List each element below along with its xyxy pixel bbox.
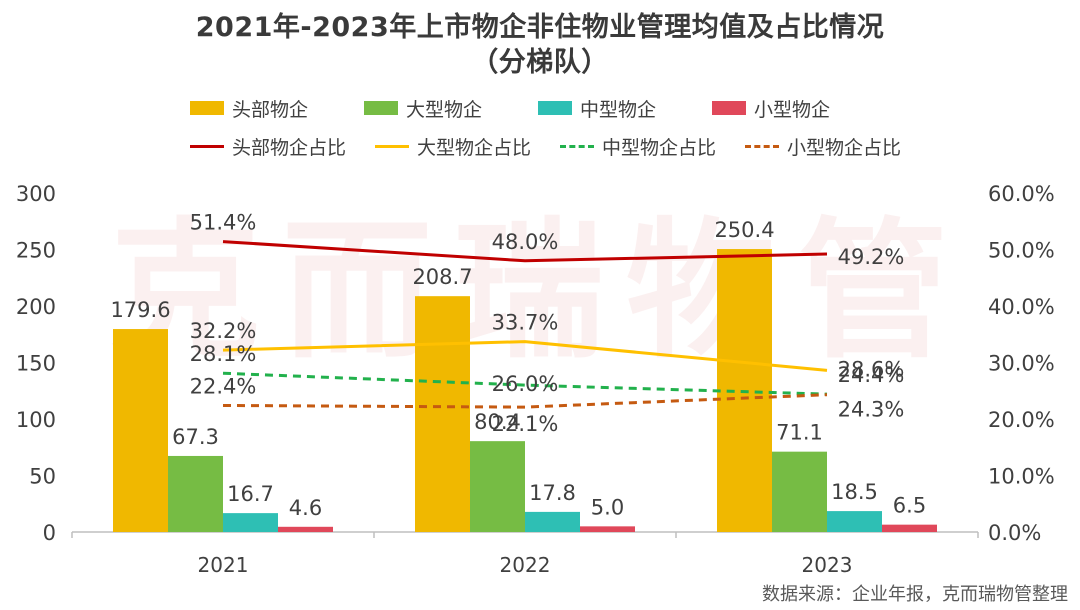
legend-label-top-tier: 头部物企	[232, 98, 309, 121]
y-right-tick-label: 40.0%	[988, 295, 1055, 319]
line-label-top-tier-share: 48.0%	[492, 230, 559, 254]
line-label-large-share: 32.2%	[190, 319, 257, 343]
line-label-top-tier-share: 51.4%	[190, 211, 257, 235]
y-right-tick-label: 20.0%	[988, 408, 1055, 432]
legend-item-medium: 中型物企	[538, 94, 712, 122]
bar-label-medium: 17.8	[529, 481, 576, 505]
legend-swatch-medium	[538, 101, 572, 115]
line-label-medium-share: 24.4%	[838, 363, 905, 387]
bar-small	[278, 526, 333, 532]
y-right-tick-label: 0.0%	[988, 521, 1041, 545]
line-label-large-share: 28.6%	[838, 357, 905, 381]
bar-medium	[525, 511, 580, 532]
legend-item-top-tier-share: 头部物企占比	[190, 132, 375, 160]
legend-item-small: 小型物企	[712, 94, 886, 122]
y-left-tick-label: 50	[29, 465, 56, 489]
legend-swatch-top-tier	[190, 101, 224, 115]
bar-label-large: 71.1	[776, 421, 823, 445]
bar-small	[580, 526, 635, 532]
legend-item-large-share: 大型物企占比	[375, 132, 560, 160]
legend-label-medium: 中型物企	[580, 98, 657, 121]
legend-bars: 头部物企 大型物企 中型物企 小型物企	[190, 94, 930, 122]
y-left-tick-label: 150	[16, 352, 56, 376]
y-right-tick-label: 50.0%	[988, 239, 1055, 263]
chart-subtitle: （分梯队）	[471, 47, 609, 78]
bar-large	[168, 455, 223, 532]
line-label-small-share: 24.3%	[838, 398, 905, 422]
legend-item-medium-share: 中型物企占比	[560, 132, 745, 160]
bar-label-top-tier: 179.6	[110, 298, 170, 322]
legend-label-medium-share: 中型物企占比	[602, 136, 717, 159]
bar-medium	[223, 513, 278, 532]
y-right-tick-label: 60.0%	[988, 182, 1055, 206]
legend-swatch-large	[364, 101, 398, 115]
legend-label-small: 小型物企	[754, 98, 831, 121]
bar-top-tier	[113, 329, 168, 532]
bar-large	[470, 441, 525, 532]
legend-label-small-share: 小型物企占比	[787, 136, 902, 159]
legend-line-top-tier-share	[190, 144, 224, 148]
y-left-tick-label: 200	[16, 295, 56, 319]
bar-label-large: 67.3	[172, 425, 219, 449]
line-top-tier-share	[222, 240, 828, 263]
legend-swatch-small	[712, 101, 746, 115]
bar-large	[772, 451, 827, 532]
bar-medium	[827, 511, 882, 532]
bar-label-large: 80.4	[474, 410, 521, 434]
y-left-tick-label: 300	[16, 182, 56, 206]
bar-label-medium: 18.5	[831, 480, 878, 504]
x-category-label: 2022	[500, 553, 551, 577]
legend-item-small-share: 小型物企占比	[745, 132, 930, 160]
legend-line-small-share	[745, 144, 779, 148]
bar-label-small: 6.5	[893, 494, 926, 518]
x-category-label: 2023	[802, 553, 853, 577]
bar-top-tier	[415, 296, 470, 532]
bar-label-small: 5.0	[591, 495, 624, 519]
legend-item-top-tier: 头部物企	[190, 94, 364, 122]
legend-label-large: 大型物企	[406, 98, 483, 121]
source-note: 数据来源：企业年报，克而瑞物管整理	[762, 584, 1068, 605]
line-small-share	[222, 393, 828, 409]
bar-label-small: 4.6	[289, 496, 322, 520]
x-category-label: 2021	[198, 553, 249, 577]
bar-label-medium: 16.7	[227, 482, 274, 506]
y-right-tick-label: 30.0%	[988, 352, 1055, 376]
bar-small	[882, 524, 937, 532]
bar-label-top-tier: 208.7	[412, 265, 472, 289]
line-label-medium-share: 28.1%	[190, 342, 257, 366]
y-right-tick-label: 10.0%	[988, 465, 1055, 489]
legend-item-large: 大型物企	[364, 94, 538, 122]
legend-label-top-tier-share: 头部物企占比	[232, 136, 347, 159]
legend-label-large-share: 大型物企占比	[417, 136, 532, 159]
line-label-medium-share: 26.0%	[492, 372, 559, 396]
y-left-tick-label: 100	[16, 408, 56, 432]
line-label-small-share: 22.4%	[190, 374, 257, 398]
legend-lines: 头部物企占比 大型物企占比 中型物企占比 小型物企占比	[190, 132, 930, 160]
legend-line-medium-share	[560, 144, 594, 148]
chart-title: 2021年-2023年上市物企非住物业管理均值及占比情况	[195, 12, 885, 43]
line-label-small-share: 22.1%	[492, 412, 559, 436]
line-label-large-share: 33.7%	[492, 311, 559, 335]
line-large-share	[222, 340, 828, 372]
legend-line-large-share	[375, 144, 409, 148]
bar-label-top-tier: 250.4	[714, 218, 774, 242]
y-left-tick-label: 0	[43, 521, 56, 545]
y-left-tick-label: 250	[16, 239, 56, 263]
line-label-top-tier-share: 49.2%	[838, 245, 905, 269]
line-medium-share	[222, 371, 828, 396]
